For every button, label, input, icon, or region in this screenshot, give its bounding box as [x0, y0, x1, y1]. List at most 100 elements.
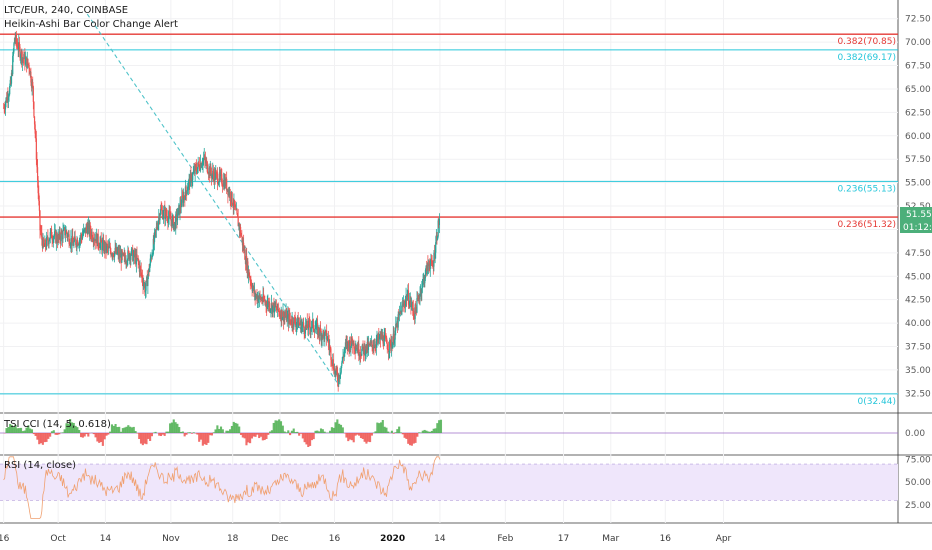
cci-bar	[178, 427, 181, 433]
candle-body	[214, 171, 216, 180]
candle-body	[168, 212, 170, 218]
cci-bar	[214, 429, 217, 433]
candle-body	[295, 323, 297, 328]
candle-body	[133, 251, 135, 255]
candle-body	[38, 193, 40, 201]
candle-body	[162, 215, 164, 219]
candle-body	[50, 228, 52, 233]
candle-body	[93, 239, 96, 241]
cci-bar	[303, 433, 306, 443]
candle-body	[98, 246, 100, 248]
candle-body	[156, 226, 158, 229]
price-tick-label: 42.50	[905, 296, 931, 306]
candle-body	[403, 302, 405, 305]
candle-body	[157, 221, 159, 229]
candle-body	[341, 362, 343, 366]
candle-body	[103, 240, 105, 251]
candle-body	[269, 309, 271, 311]
candle-body	[202, 159, 204, 165]
cci-bar	[309, 433, 312, 446]
cci-bar	[165, 431, 168, 433]
candle-body	[380, 333, 382, 340]
candle-body	[21, 51, 23, 63]
candle-body	[328, 342, 330, 348]
candle-body	[322, 330, 324, 339]
cci-bar	[409, 433, 412, 446]
candle-body	[5, 97, 7, 104]
candle-body	[278, 311, 280, 315]
candle-body	[46, 236, 48, 247]
cci-bar	[203, 433, 206, 445]
candle-body	[87, 223, 90, 226]
symbol-title: LTC/EUR, 240, COINBASE	[4, 5, 128, 16]
candle-body	[268, 303, 270, 307]
candle-body	[12, 51, 14, 56]
candle-body	[306, 320, 308, 328]
cci-bar	[43, 433, 46, 443]
candle-body	[44, 239, 47, 247]
candle-body	[188, 178, 190, 182]
candle-body	[209, 167, 211, 176]
candle-body	[161, 209, 163, 211]
candle-body	[9, 79, 11, 86]
time-tick-label: Apr	[716, 534, 732, 544]
candle-body	[30, 71, 32, 83]
cci-bar	[283, 431, 286, 433]
cci-bar	[358, 433, 361, 436]
candle-body	[53, 236, 55, 238]
candle-body	[435, 242, 437, 253]
candle-body	[69, 243, 71, 245]
candle-body	[190, 174, 193, 183]
candle-body	[387, 349, 389, 350]
candle-body	[310, 327, 313, 329]
time-tick-label: 16	[329, 534, 341, 544]
candle-body	[299, 323, 301, 325]
candle-body	[18, 42, 20, 50]
candle-body	[359, 354, 361, 357]
candle-body	[398, 314, 400, 316]
candle-body	[354, 349, 356, 352]
cci-bar	[147, 433, 150, 439]
candle-body	[321, 335, 323, 340]
candle-body	[280, 309, 282, 320]
candle-body	[107, 246, 110, 249]
candle-body	[16, 44, 19, 49]
time-tick-label: 14	[434, 534, 446, 544]
candle-body	[304, 332, 306, 334]
candle-body	[186, 190, 188, 194]
candle-body	[32, 81, 34, 87]
candle-body	[212, 170, 214, 175]
candle-body	[41, 239, 44, 248]
candle-body	[147, 269, 150, 277]
candle-body	[381, 333, 383, 339]
cci-bar	[292, 428, 295, 433]
cci-bar	[238, 426, 241, 433]
candle-body	[221, 174, 223, 185]
candle-body	[80, 235, 82, 240]
cci-bar	[99, 433, 103, 442]
cci-bar	[236, 423, 239, 433]
time-tick-label: 17	[558, 534, 569, 544]
candle-body	[259, 294, 261, 297]
candle-body	[35, 133, 37, 139]
cci-bar	[329, 430, 332, 433]
candle-body	[209, 166, 211, 176]
candle-body	[128, 251, 130, 260]
candle-body	[281, 317, 284, 320]
cci-bar	[338, 423, 341, 433]
candle-body	[57, 234, 59, 243]
candle-body	[393, 333, 395, 344]
candle-body	[294, 318, 296, 324]
cci-bar	[149, 433, 152, 441]
candle-body	[355, 348, 357, 350]
cci-bar	[36, 433, 39, 440]
cci-bar	[354, 433, 357, 436]
candle-body	[343, 357, 345, 358]
candle-body	[386, 337, 388, 344]
candle-body	[92, 239, 94, 240]
candle-body	[427, 264, 430, 266]
candle-body	[191, 179, 193, 183]
cci-bar	[254, 433, 257, 437]
candle-body	[236, 209, 238, 214]
